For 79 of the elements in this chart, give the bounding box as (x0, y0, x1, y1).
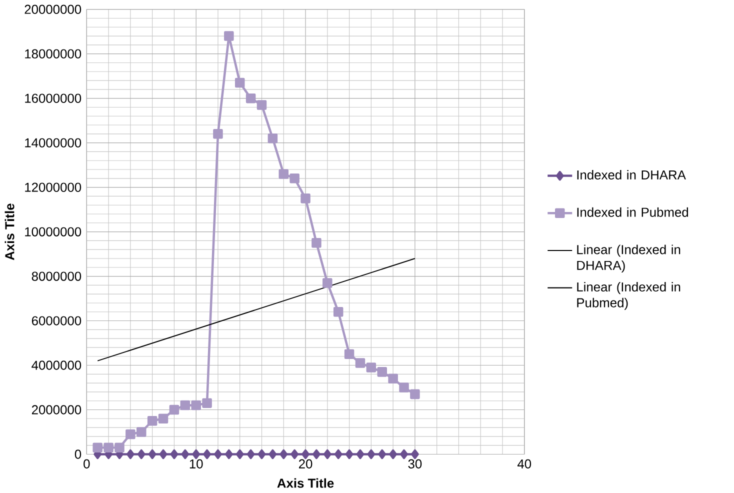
point (367, 450, 376, 460)
point (191, 400, 201, 410)
point (333, 307, 344, 317)
y-tick-label: 8000000 (32, 272, 82, 282)
point (246, 450, 255, 460)
point (202, 398, 212, 408)
point (147, 416, 158, 426)
y-tick-label: 2000000 (32, 405, 82, 415)
y-tick-label: 12000000 (25, 182, 82, 192)
legend-label: Linear (Indexed in Pubmed) (577, 282, 680, 310)
point (378, 450, 386, 460)
point (290, 174, 300, 184)
point (302, 450, 310, 460)
point (388, 374, 398, 384)
x-axis-title: Axis Title (277, 478, 334, 488)
y-tick-label: 20000000 (24, 4, 82, 14)
x-tick-label: 20 (298, 460, 312, 469)
point (180, 400, 190, 410)
point (400, 450, 408, 460)
point (322, 278, 332, 288)
point (268, 450, 277, 460)
point (224, 31, 234, 42)
y-tick-label: 14000000 (25, 138, 82, 148)
y-tick-label: 16000000 (25, 94, 82, 104)
point (268, 134, 278, 144)
point (213, 129, 223, 140)
point (410, 390, 420, 400)
y-tick-label: 10000000 (25, 227, 82, 237)
point (290, 450, 299, 460)
point (399, 382, 409, 393)
point (148, 450, 156, 460)
point (234, 78, 245, 88)
x-tick-label: 40 (517, 460, 532, 469)
point (280, 450, 288, 460)
point (323, 450, 332, 460)
x-tick-label: 30 (408, 460, 422, 469)
point (377, 367, 387, 378)
x-tick-label: 10 (190, 460, 203, 469)
point (366, 362, 376, 373)
y-axis-title: Axis Title (4, 204, 14, 260)
point (170, 450, 178, 460)
point (192, 450, 200, 460)
point (256, 100, 267, 110)
y-tick-label: 0 (74, 450, 82, 460)
point (300, 194, 310, 204)
y-tick-label: 6000000 (32, 316, 82, 326)
y-tick-label: 18000000 (25, 49, 82, 59)
point (411, 450, 419, 460)
point (214, 450, 222, 460)
point (344, 349, 354, 360)
point (92, 442, 102, 453)
point (136, 427, 146, 438)
point (312, 450, 320, 460)
point (137, 450, 146, 460)
point (169, 405, 180, 415)
point (236, 450, 244, 460)
point (246, 94, 256, 104)
point (158, 414, 168, 424)
legend-label: Indexed in DHARA (577, 170, 686, 180)
point (312, 238, 322, 248)
point (126, 450, 134, 460)
point (203, 450, 211, 460)
point (355, 358, 366, 368)
point (181, 450, 190, 460)
legend-label: Indexed in Pubmed (577, 208, 688, 218)
point (345, 450, 354, 460)
point (224, 450, 233, 460)
x-tick-label: 0 (84, 460, 90, 469)
point (126, 430, 136, 440)
point (278, 169, 289, 180)
point (104, 442, 114, 453)
legend-label: Linear (Indexed in DHARA) (577, 244, 680, 273)
point (258, 450, 266, 460)
point (389, 450, 398, 460)
point (114, 442, 124, 453)
y-tick-label: 4000000 (32, 360, 82, 370)
point (334, 450, 342, 460)
point (159, 450, 168, 460)
point (356, 450, 364, 460)
